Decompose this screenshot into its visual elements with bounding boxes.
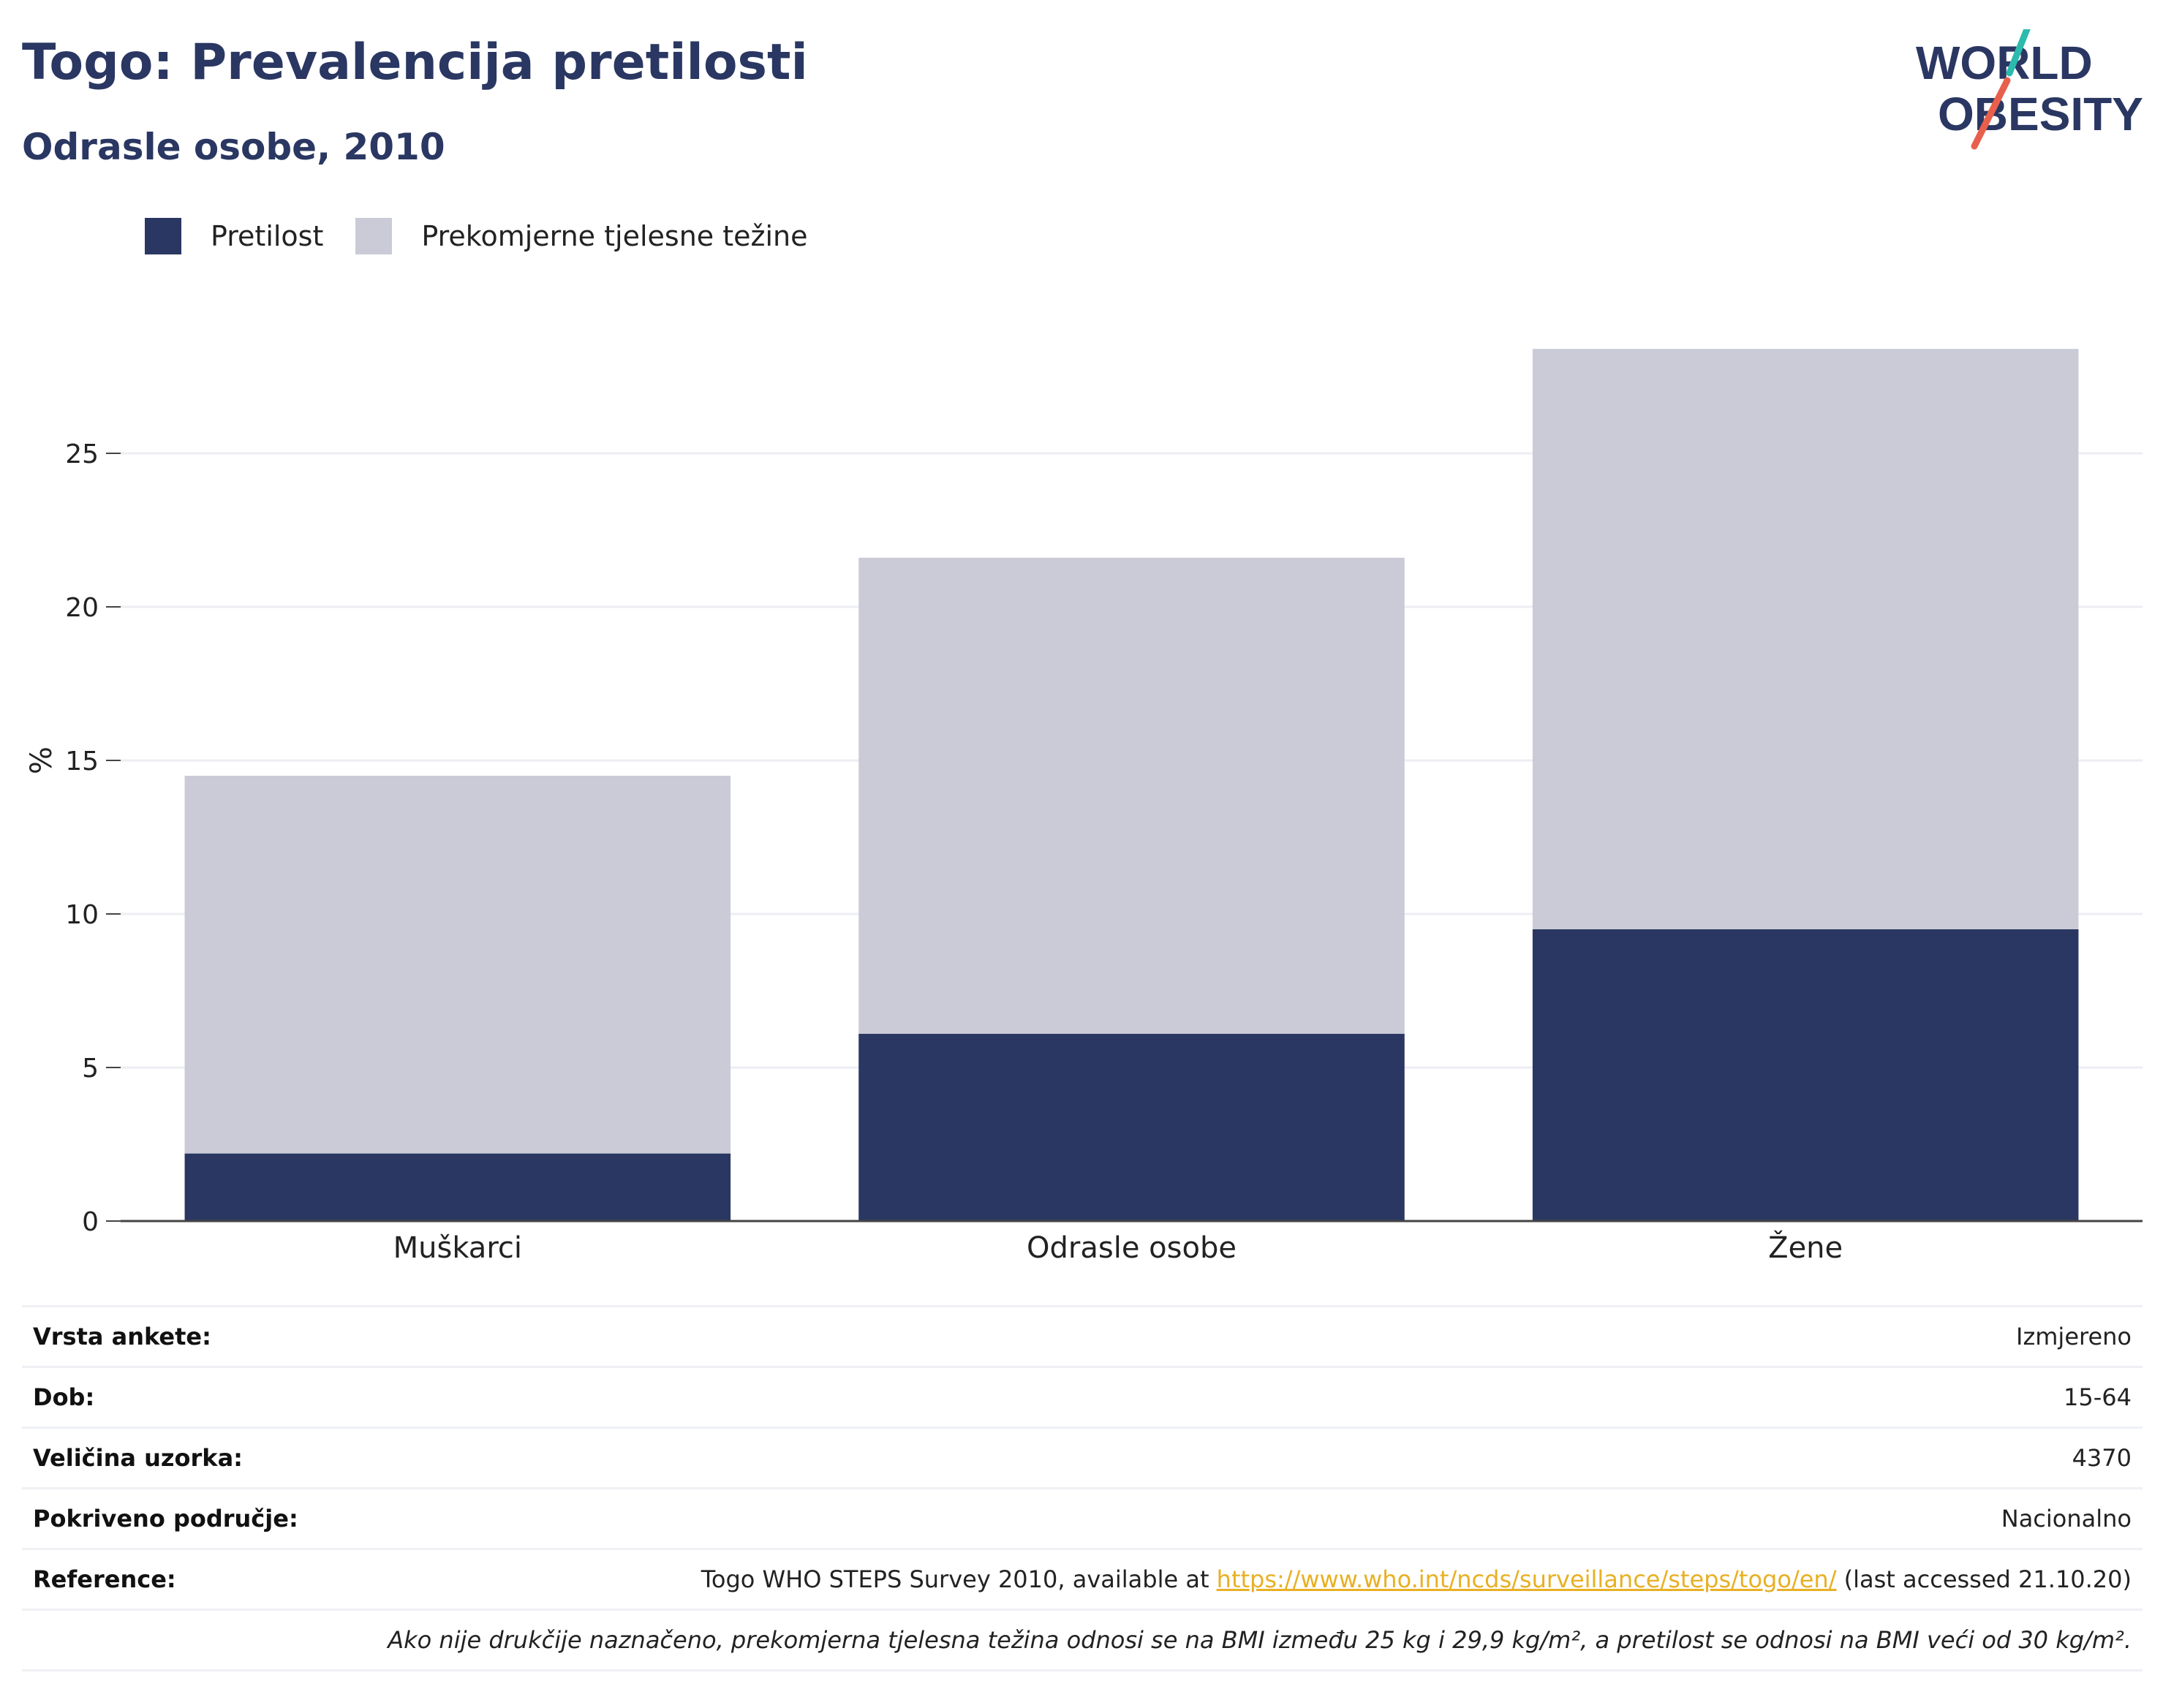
chart-subtitle: Odrasle osobe, 2010 [22, 126, 445, 168]
info-value: Nacionalno [2001, 1505, 2132, 1533]
info-row-reference: Reference: Togo WHO STEPS Survey 2010, a… [22, 1548, 2143, 1609]
logo-line2: OBESITY [1938, 88, 2143, 140]
info-label: Reference: [33, 1565, 176, 1593]
bar-chart: 0 5 10 15 20 25% Muškarci Odrasle osobe Žene [25, 349, 2143, 1265]
info-value: 4370 [2072, 1444, 2132, 1472]
legend-swatch-overweight [355, 218, 393, 254]
info-label: Dob: [33, 1383, 95, 1411]
bar-obesity [858, 1033, 1405, 1221]
x-tick-label: Žene [1768, 1230, 1843, 1265]
logo-slash-teal [2006, 29, 2031, 77]
x-tick-label: Muškarci [393, 1231, 522, 1265]
y-tick-label: 15 [65, 747, 99, 776]
legend-item-overweight[interactable]: Prekomjerne tjelesne težine [355, 218, 808, 254]
y-tick-label: 5 [82, 1054, 99, 1084]
logo-slash-coral [1971, 77, 2011, 150]
info-value: 15-64 [2064, 1383, 2132, 1411]
definition-note: Ako nije drukčije naznačeno, prekomjerna… [22, 1609, 2143, 1671]
y-tick-label: 20 [65, 593, 99, 623]
survey-info-table: Vrsta ankete: Izmjereno Dob: 15-64 Velič… [22, 1305, 2143, 1671]
reference-prefix: Togo WHO STEPS Survey 2010, available at [701, 1565, 1217, 1593]
info-row-survey-type: Vrsta ankete: Izmjereno [22, 1305, 2143, 1366]
reference-link[interactable]: https://www.who.int/ncds/surveillance/st… [1216, 1565, 1837, 1593]
info-label: Veličina uzorka: [33, 1444, 243, 1472]
info-label: Vrsta ankete: [33, 1323, 211, 1350]
info-row-sample-size: Veličina uzorka: 4370 [22, 1427, 2143, 1487]
reference-value: Togo WHO STEPS Survey 2010, available at… [701, 1565, 2132, 1593]
y-tick-label: 10 [65, 900, 99, 930]
y-axis-label: % [25, 747, 58, 774]
bar-overweight [184, 776, 731, 1154]
legend-label-obesity: Pretilost [211, 220, 324, 252]
legend: Pretilost Prekomjerne tjelesne težine [145, 216, 840, 256]
info-row-coverage: Pokriveno područje: Nacionalno [22, 1487, 2143, 1548]
legend-swatch-obesity [145, 218, 181, 254]
bar-overweight [858, 557, 1405, 1034]
bar-obesity [1532, 929, 2079, 1221]
legend-label-overweight: Prekomjerne tjelesne težine [421, 220, 808, 252]
chart-title: Togo: Prevalencija pretilosti [22, 34, 808, 91]
legend-item-obesity[interactable]: Pretilost [145, 218, 323, 254]
reference-suffix: (last accessed 21.10.20) [1836, 1565, 2132, 1593]
info-row-age: Dob: 15-64 [22, 1366, 2143, 1427]
bar-obesity [184, 1153, 731, 1221]
x-tick-label: Odrasle osobe [1027, 1231, 1237, 1265]
y-tick-label: 0 [82, 1207, 99, 1237]
world-obesity-logo: WORLD OBESITY [1916, 29, 2143, 150]
info-label: Pokriveno područje: [33, 1505, 298, 1533]
info-value: Izmjereno [2016, 1323, 2132, 1350]
y-tick-label: 25 [65, 439, 99, 469]
bar-overweight [1532, 349, 2079, 929]
